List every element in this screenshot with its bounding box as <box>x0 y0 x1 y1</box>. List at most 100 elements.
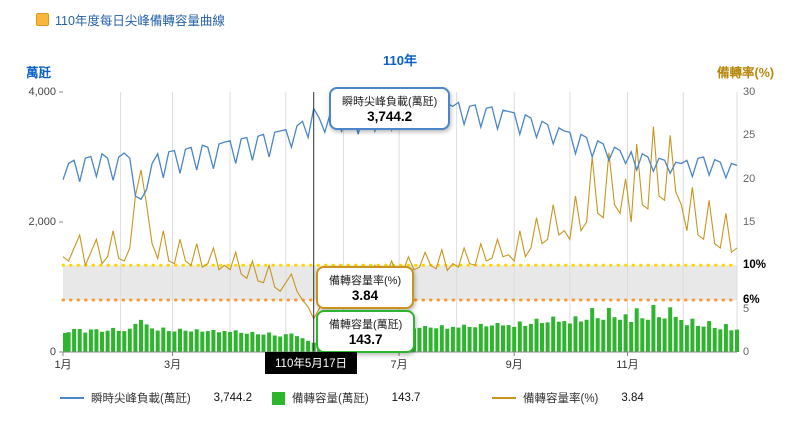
legend-item-reserve-capacity[interactable]: 備轉容量(萬瓩) 143.7 <box>272 390 420 406</box>
capacity-bar <box>261 334 266 352</box>
capacity-bar <box>517 321 522 352</box>
capacity-bar <box>72 329 77 352</box>
page-heading: 110年度每日尖峰備轉容量曲線 <box>36 10 225 29</box>
capacity-bar <box>172 331 177 352</box>
capacity-bar <box>478 323 483 352</box>
capacity-bar <box>473 327 478 352</box>
capacity-bar <box>144 324 149 352</box>
legend-reserve-rate-label: 備轉容量率(%) <box>523 393 599 405</box>
peak-load-line-swatch-icon <box>60 397 84 399</box>
reserve-capacity-bar-swatch-icon <box>272 391 285 405</box>
capacity-bar <box>122 331 127 352</box>
capacity-bar <box>528 323 533 352</box>
capacity-bar <box>673 316 678 352</box>
capacity-bar <box>696 325 700 352</box>
capacity-bar <box>77 329 82 352</box>
capacity-bar <box>690 318 695 352</box>
capacity-bar <box>166 331 171 352</box>
capacity-bar <box>150 328 155 352</box>
capacity-bar <box>668 307 673 352</box>
legend-peak-load-value: 3,744.2 <box>213 392 253 404</box>
capacity-bar <box>133 323 138 352</box>
capacity-bar <box>618 319 622 352</box>
capacity-bar <box>289 333 294 352</box>
capacity-bar <box>601 319 606 352</box>
capacity-bar <box>679 320 684 352</box>
capacity-bar <box>562 321 567 352</box>
legend-reserve-rate-value: 3.84 <box>621 392 644 404</box>
tooltip-reserve-rate-label: 備轉容量率(%) <box>329 275 402 287</box>
capacity-bar <box>640 318 645 352</box>
capacity-bar <box>450 326 455 352</box>
capacity-bar <box>63 333 67 352</box>
tooltip-reserve-capacity-label: 備轉容量(萬瓩) <box>329 319 403 331</box>
tooltip-reserve-rate-value: 3.84 <box>351 288 379 303</box>
capacity-bar <box>484 326 489 352</box>
capacity-bar <box>183 330 188 352</box>
capacity-bar <box>512 326 517 352</box>
capacity-bar <box>651 305 656 352</box>
capacity-bar <box>222 331 227 352</box>
capacity-bar <box>595 318 600 352</box>
reserve-rate-line-swatch-icon <box>492 397 516 399</box>
capacity-bar <box>540 323 544 352</box>
capacity-bar <box>606 307 611 352</box>
capacity-bar <box>428 327 433 352</box>
capacity-bar <box>701 326 706 352</box>
page-heading-link[interactable]: 110年度每日尖峰備轉容量曲線 <box>55 14 225 28</box>
capacity-bar <box>295 336 299 352</box>
capacity-bar <box>116 330 121 352</box>
capacity-bar <box>300 338 305 352</box>
capacity-bar <box>567 323 572 352</box>
legend-reserve-capacity-value: 143.7 <box>391 392 421 404</box>
tooltip-peak-load: 瞬時尖峰負載(萬瓩) 3,744.2 <box>329 87 451 130</box>
capacity-bar <box>506 325 511 352</box>
capacity-bar <box>729 330 734 352</box>
capacity-bar <box>501 325 505 352</box>
capacity-bar <box>189 331 194 352</box>
capacity-bar <box>735 329 739 352</box>
legend-item-peak-load[interactable]: 瞬時尖峰負載(萬瓩) 3,744.2 <box>60 390 252 406</box>
capacity-bar <box>178 328 182 352</box>
capacity-bar <box>723 324 728 352</box>
capacity-bar <box>233 330 238 352</box>
capacity-bar <box>88 329 93 352</box>
tooltip-peak-load-label: 瞬時尖峰負載(萬瓩) <box>342 96 438 108</box>
capacity-bar <box>712 327 717 352</box>
legend-reserve-capacity-label: 備轉容量(萬瓩) <box>292 393 369 405</box>
capacity-bar <box>250 331 255 352</box>
capacity-bar <box>155 330 160 352</box>
capacity-bar <box>434 328 439 352</box>
capacity-bar <box>556 321 561 352</box>
capacity-bar <box>111 327 116 352</box>
capacity-bar <box>467 326 472 352</box>
capacity-bar <box>244 333 249 352</box>
right-axis-label: 備轉率(%) <box>717 66 774 80</box>
capacity-bar <box>423 326 428 352</box>
capacity-bar <box>718 329 723 353</box>
capacity-bar <box>456 327 461 352</box>
legend-peak-load-label: 瞬時尖峰負載(萬瓩) <box>91 393 191 405</box>
capacity-bar <box>579 321 583 352</box>
capacity-bar <box>200 331 205 352</box>
capacity-bar <box>645 319 650 352</box>
capacity-bar <box>707 321 712 352</box>
capacity-bar <box>612 317 617 352</box>
capacity-bar <box>489 325 494 352</box>
capacity-bar <box>105 330 110 352</box>
capacity-bar <box>445 328 450 352</box>
capacity-bar <box>267 332 272 352</box>
capacity-bar <box>551 316 556 352</box>
tooltip-date: 110年5月17日 <box>265 352 358 374</box>
capacity-bar <box>684 325 689 352</box>
capacity-bar <box>306 340 311 352</box>
capacity-bar <box>194 329 199 353</box>
tooltip-peak-load-value: 3,744.2 <box>367 109 413 124</box>
tooltip-reserve-capacity-value: 143.7 <box>348 332 383 347</box>
capacity-bar <box>573 316 578 352</box>
capacity-bar <box>545 322 550 352</box>
legend-item-reserve-rate[interactable]: 備轉容量率(%) 3.84 <box>492 390 644 406</box>
capacity-bar <box>228 331 233 352</box>
capacity-bar <box>217 332 221 352</box>
